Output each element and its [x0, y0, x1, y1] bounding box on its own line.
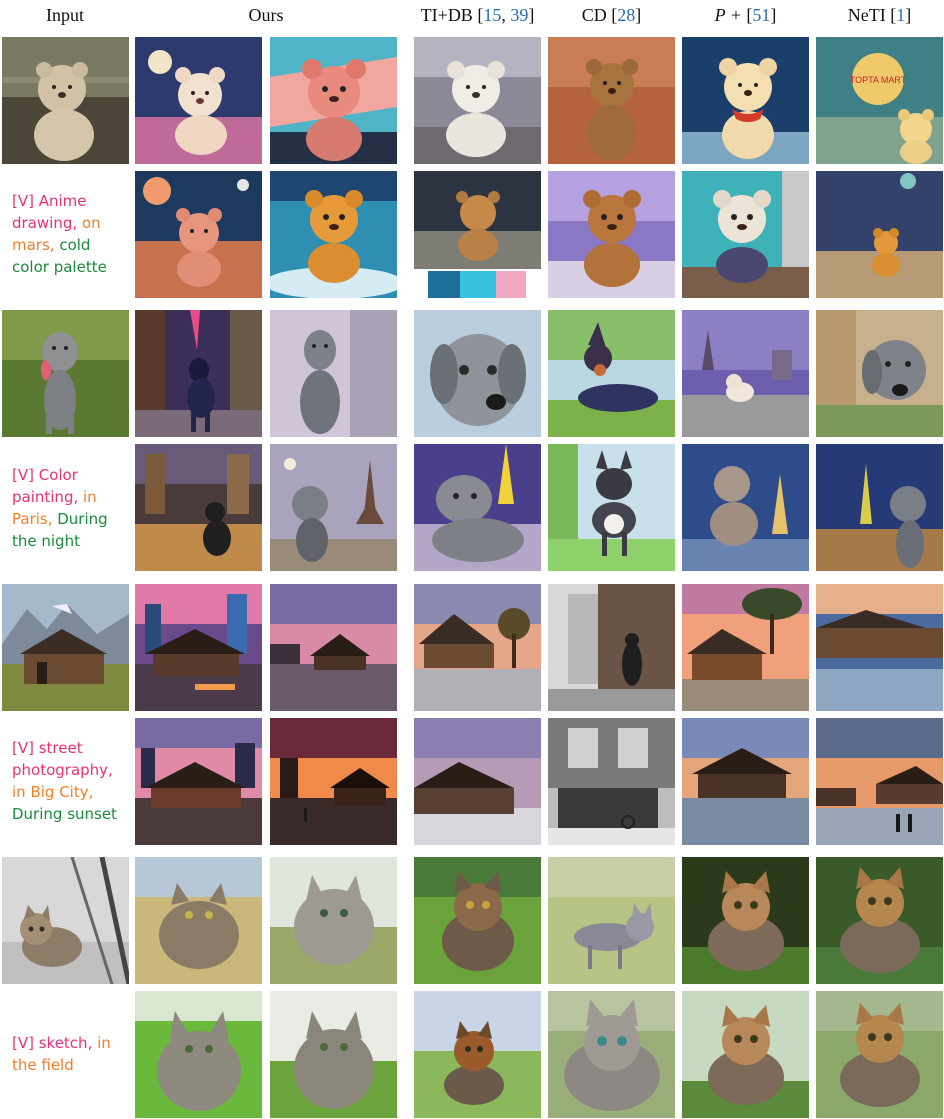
tidb-dog-2	[414, 444, 541, 571]
cd-dog-2	[548, 444, 675, 571]
header-tidb-name: TI+DB [	[420, 5, 484, 25]
header-cd-name: CD [	[581, 5, 618, 25]
neti-kitten-1	[816, 857, 943, 984]
header-pplus: P + [51]	[682, 3, 809, 27]
header-pplus-ref: 51	[752, 5, 771, 25]
ours-dog-2a	[135, 444, 262, 571]
header-tidb-sep: ,	[501, 5, 511, 25]
prompt-barn-condition: During sunset	[12, 805, 117, 823]
prompt-dog-style: [V] Color painting,	[12, 466, 79, 506]
prompt-kitten: [V] sketch, in the field	[12, 1032, 130, 1076]
prompt-teddy: [V] Anime drawing, on mars, cold color p…	[12, 190, 130, 278]
pplus-teddy-2	[682, 171, 809, 298]
header-tidb: TI+DB [15, 39]	[414, 3, 541, 27]
header-tidb-ref1: 15	[483, 5, 502, 25]
tidb-kitten-2	[414, 991, 541, 1118]
prompt-barn-style: [V] street photography,	[12, 739, 113, 779]
prompt-dog-condition: During the night	[12, 510, 108, 550]
ours-kitten-2a	[135, 991, 262, 1118]
ours-kitten-2b	[270, 991, 397, 1118]
ours-teddy-1a	[135, 37, 262, 164]
ours-teddy-2a	[135, 171, 262, 298]
tidb-kitten-1	[414, 857, 541, 984]
header-cd-close: ]	[635, 5, 642, 25]
prompt-teddy-location: on mars,	[12, 214, 101, 254]
input-image-dog	[2, 310, 129, 437]
pplus-kitten-1	[682, 857, 809, 984]
prompt-teddy-style: [V] Anime drawing,	[12, 192, 87, 232]
pplus-barn-2	[682, 718, 809, 845]
ours-kitten-1b	[270, 857, 397, 984]
header-neti-close: ]	[905, 5, 912, 25]
ours-barn-1a	[135, 584, 262, 711]
prompt-kitten-location: in the field	[12, 1034, 111, 1074]
ours-barn-2b	[270, 718, 397, 845]
ours-dog-1b	[270, 310, 397, 437]
prompt-barn-location: in Big City,	[12, 783, 94, 801]
ours-barn-2a	[135, 718, 262, 845]
input-image-teddy	[2, 37, 129, 164]
pplus-kitten-2	[682, 991, 809, 1118]
ours-teddy-2b	[270, 171, 397, 298]
prompt-barn: [V] street photography, in Big City, Dur…	[12, 737, 130, 825]
prompt-dog-location: in Paris,	[12, 488, 97, 528]
header-neti: NeTI [1]	[816, 3, 943, 27]
cd-barn-2	[548, 718, 675, 845]
cd-barn-1	[548, 584, 675, 711]
pplus-dog-2	[682, 444, 809, 571]
cd-teddy-2	[548, 171, 675, 298]
neti-dog-2	[816, 444, 943, 571]
cd-kitten-2	[548, 991, 675, 1118]
header-pplus-open: [	[741, 5, 753, 25]
prompt-dog: [V] Color painting, in Paris, During the…	[12, 464, 130, 552]
header-ours: Ours	[248, 5, 284, 25]
input-image-barn	[2, 584, 129, 711]
input-image-kitten	[2, 857, 129, 984]
prompt-teddy-condition: cold color palette	[12, 236, 107, 276]
pplus-teddy-1	[682, 37, 809, 164]
neti-barn-2	[816, 718, 943, 845]
ours-dog-1a	[135, 310, 262, 437]
cd-dog-1	[548, 310, 675, 437]
neti-dog-1	[816, 310, 943, 437]
cd-teddy-1	[548, 37, 675, 164]
header-input: Input	[46, 5, 84, 25]
header-pplus-close: ]	[770, 5, 777, 25]
prompt-kitten-style: [V] sketch,	[12, 1034, 93, 1052]
tidb-barn-2	[414, 718, 541, 845]
neti-sign-text: TOPTA MART	[850, 75, 907, 85]
neti-teddy-2	[816, 171, 943, 298]
header-neti-ref: 1	[896, 5, 906, 25]
header-tidb-close: ]	[528, 5, 535, 25]
header-neti-name: NeTI [	[847, 5, 897, 25]
tidb-barn-1	[414, 584, 541, 711]
neti-kitten-2	[816, 991, 943, 1118]
header-cd: CD [28]	[548, 3, 675, 27]
tidb-teddy-2	[414, 171, 541, 298]
neti-teddy-1: TOPTA MART	[816, 37, 943, 164]
pplus-dog-1	[682, 310, 809, 437]
ours-kitten-1a	[135, 857, 262, 984]
header-cd-ref: 28	[617, 5, 636, 25]
pplus-barn-1	[682, 584, 809, 711]
ours-barn-1b	[270, 584, 397, 711]
cd-kitten-1	[548, 857, 675, 984]
tidb-teddy-1	[414, 37, 541, 164]
ours-dog-2b	[270, 444, 397, 571]
header-pplus-name: P +	[714, 5, 742, 25]
neti-barn-1	[816, 584, 943, 711]
header-tidb-ref2: 39	[510, 5, 529, 25]
ours-teddy-1b	[270, 37, 397, 164]
tidb-dog-1	[414, 310, 541, 437]
